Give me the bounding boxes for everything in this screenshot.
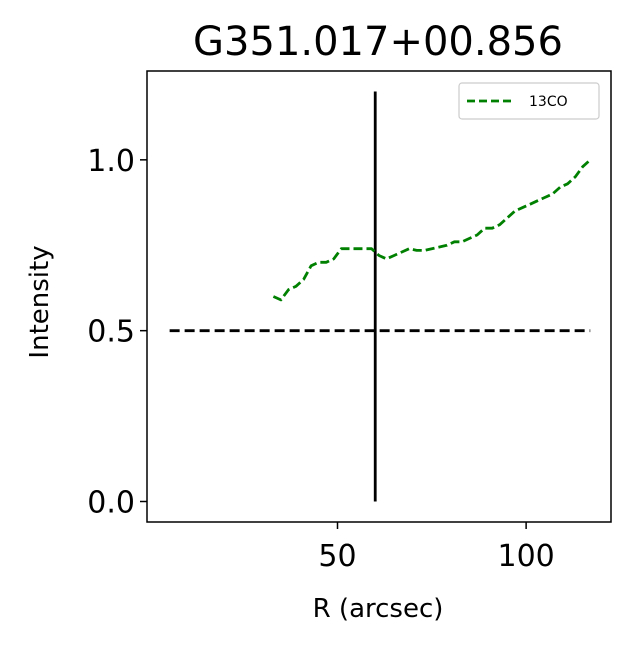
y-ticks: 0.0 0.5 1.0 (87, 144, 147, 521)
y-tick-label: 0.5 (87, 315, 135, 350)
x-tick-label: 100 (497, 539, 554, 574)
legend-box (458, 82, 600, 120)
y-axis-label: Intensity (25, 245, 55, 358)
x-axis-label: R (arcsec) (313, 594, 444, 624)
legend-label-13co: 13CO (529, 94, 568, 110)
y-tick-label: 0.0 (87, 486, 135, 521)
y-tick-label: 1.0 (87, 144, 135, 179)
series-line-13co (272, 158, 592, 302)
legend: 13CO (458, 82, 600, 120)
chart-title: G351.017+00.856 (193, 19, 563, 65)
x-tick-label: 50 (318, 539, 356, 574)
axes-frame (146, 70, 612, 523)
plot-area (169, 91, 592, 502)
x-ticks: 50 100 (318, 522, 555, 574)
